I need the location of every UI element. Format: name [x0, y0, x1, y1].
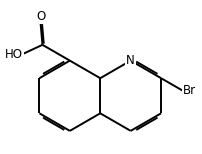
Text: N: N: [126, 54, 134, 67]
Text: O: O: [36, 10, 45, 23]
Text: HO: HO: [5, 48, 23, 61]
Text: Br: Br: [182, 84, 195, 97]
